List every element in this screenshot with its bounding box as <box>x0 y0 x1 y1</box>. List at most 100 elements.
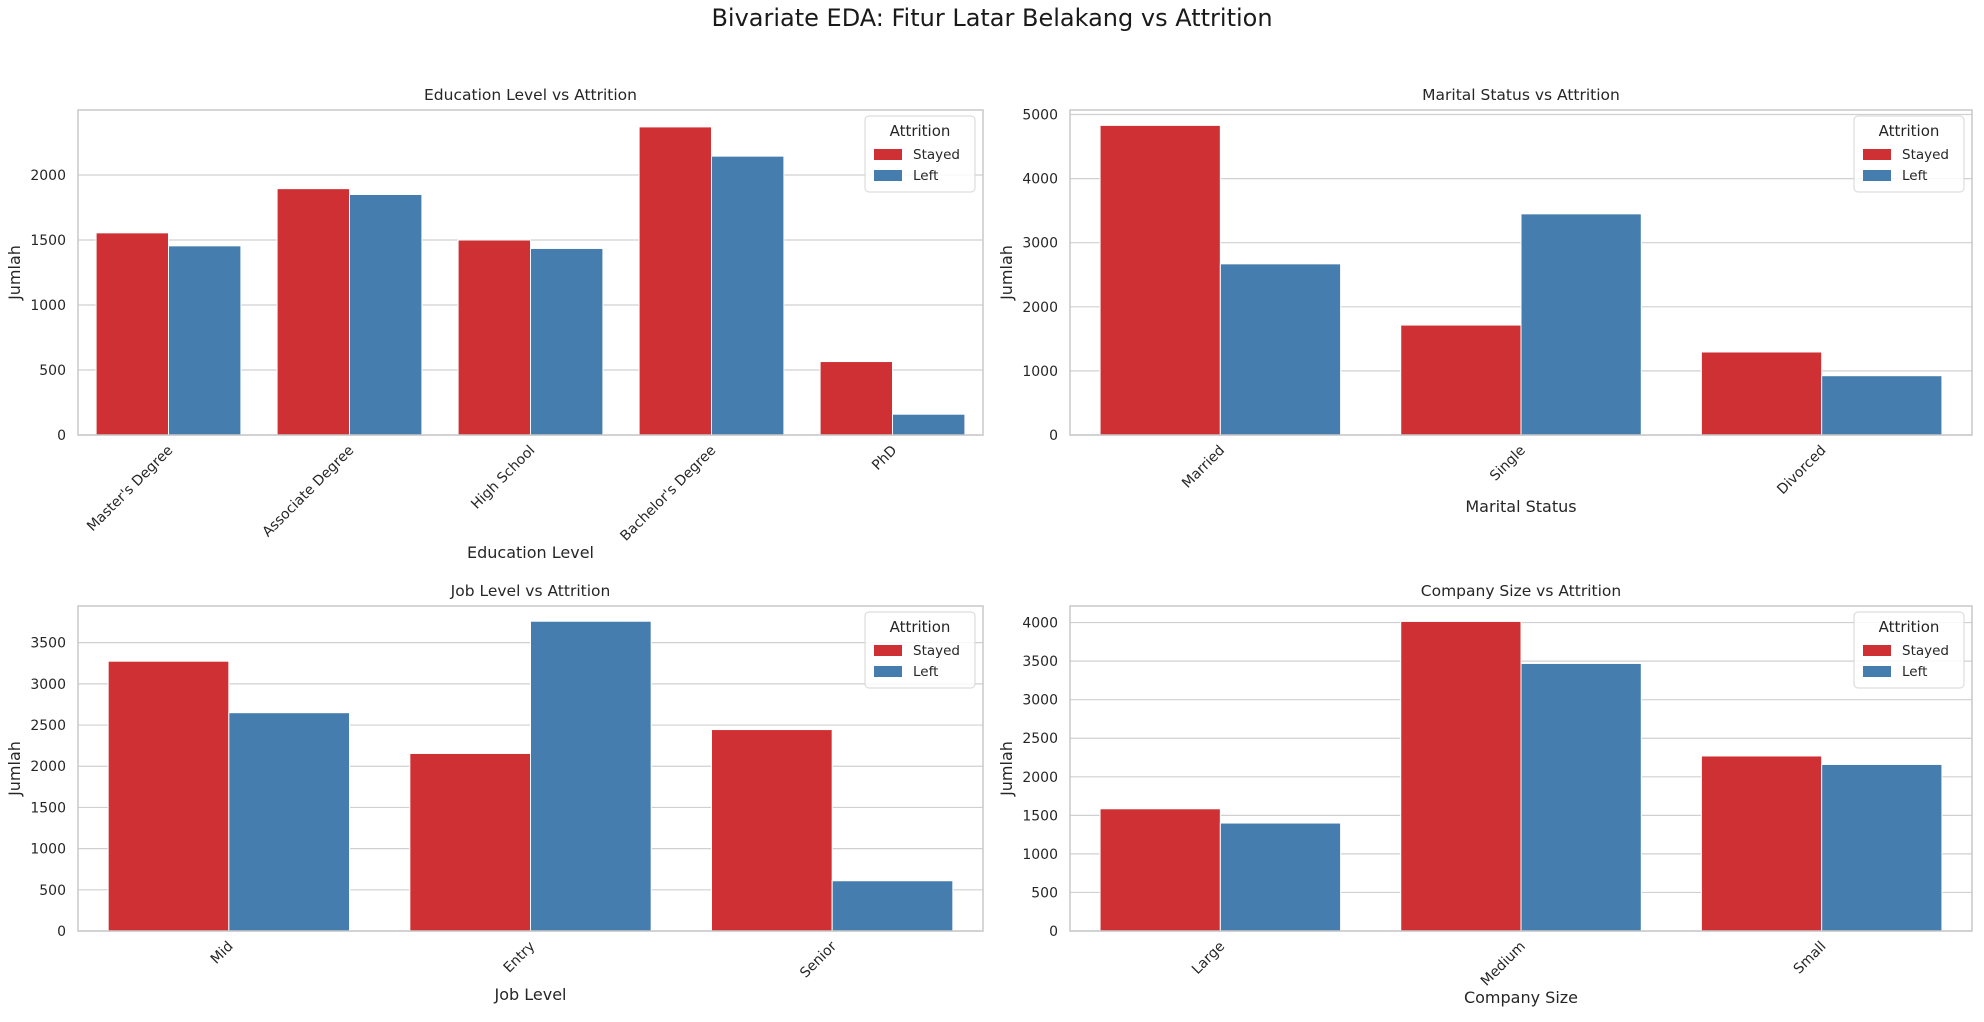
y-tick-label: 0 <box>57 924 66 940</box>
chart-title: Job Level vs Attrition <box>450 582 611 600</box>
x-tick-label: Medium <box>1478 939 1529 990</box>
legend-swatch-left <box>1863 170 1891 181</box>
legend-swatch-stayed <box>874 149 902 160</box>
y-tick-label: 1000 <box>30 842 66 858</box>
legend-swatch-stayed <box>1863 149 1891 160</box>
x-tick-label: Single <box>1487 443 1529 485</box>
chart-panel-4: 0 500 1000 1500 2000 2500 3000 3500 4000 Large Med… <box>997 582 1973 1007</box>
x-tick-label: Senior <box>797 938 840 981</box>
y-tick-label: 1000 <box>1022 364 1058 380</box>
x-tick-label: Mid <box>208 939 237 968</box>
bar-left-phd <box>892 413 966 436</box>
bar-stayed-associate-degree <box>276 188 351 436</box>
bar-stayed-master-s-degree <box>95 232 169 436</box>
x-tick-label: Divorced <box>1774 443 1829 498</box>
bar-left-divorced <box>1821 375 1943 436</box>
y-tick-label: 0 <box>1049 428 1058 444</box>
bar-stayed-high-school <box>457 239 532 436</box>
bar-stayed-phd <box>819 361 893 436</box>
bar-left-mid <box>228 712 350 932</box>
y-tick-label: 3000 <box>30 677 66 693</box>
legend-swatch-left <box>1863 666 1891 677</box>
legend-label-stayed: Stayed <box>1902 147 1949 163</box>
y-tick-label: 1500 <box>30 800 66 816</box>
y-axis-label: Jumlah <box>997 741 1016 797</box>
chart-title: Education Level vs Attrition <box>424 86 637 104</box>
x-axis-label: Education Level <box>467 543 594 562</box>
x-tick-label: PhD <box>869 443 900 474</box>
y-tick-label: 500 <box>1031 885 1058 901</box>
chart-panel-1: 0 500 1000 1500 2000 Master's Degree Associate… <box>5 86 984 562</box>
bar-stayed-small <box>1700 755 1823 932</box>
chart-panel-2: 0 1000 2000 3000 4000 5000 Married Single Divorc… <box>997 86 1973 516</box>
bar-left-married <box>1219 263 1342 436</box>
bar-stayed-large <box>1099 808 1221 932</box>
y-tick-label: 4000 <box>1022 172 1058 188</box>
axes-frame <box>77 605 984 932</box>
y-tick-label: 1500 <box>30 233 66 249</box>
legend-label-left: Left <box>1902 168 1927 184</box>
x-tick-label: Associate Degree <box>259 443 357 541</box>
bar-left-entry <box>530 620 652 932</box>
legend: Attrition Stayed Left <box>1853 115 1965 193</box>
legend-label-stayed: Stayed <box>913 147 960 163</box>
y-tick-label: 5000 <box>1022 107 1058 123</box>
legend-label-left: Left <box>1902 664 1927 680</box>
axes-frame <box>77 109 984 436</box>
bar-left-medium <box>1520 662 1642 932</box>
y-axis-label: Jumlah <box>5 245 24 301</box>
figure-title: Bivariate EDA: Fitur Latar Belakang vs A… <box>711 4 1273 32</box>
x-tick-label: High School <box>468 443 538 513</box>
x-axis-label: Company Size <box>1464 988 1578 1007</box>
legend-label-left: Left <box>913 664 938 680</box>
bar-left-bachelor-s-degree <box>711 155 785 436</box>
legend-swatch-left <box>874 170 902 181</box>
y-tick-label: 3000 <box>1022 236 1058 252</box>
bar-left-master-s-degree <box>168 245 242 436</box>
x-axis-label: Marital Status <box>1465 497 1576 516</box>
y-tick-label: 2000 <box>1022 300 1058 316</box>
legend-title: Attrition <box>1879 122 1940 140</box>
y-tick-label: 2500 <box>1022 731 1058 747</box>
chart-title: Marital Status vs Attrition <box>1422 86 1620 104</box>
bar-left-single <box>1520 213 1642 436</box>
y-tick-label: 0 <box>1049 924 1058 940</box>
y-axis-label: Jumlah <box>5 741 24 797</box>
x-tick-label: Master's Degree <box>84 443 176 535</box>
axes-frame <box>1069 605 1973 932</box>
bar-stayed-senior <box>711 729 833 932</box>
x-tick-label: Bachelor's Degree <box>617 443 719 545</box>
bar-stayed-medium <box>1400 620 1522 932</box>
legend-label-stayed: Stayed <box>1902 643 1949 659</box>
legend-swatch-stayed <box>1863 645 1891 656</box>
y-tick-label: 1000 <box>30 298 66 314</box>
bar-stayed-divorced <box>1700 351 1823 436</box>
y-tick-label: 2000 <box>30 168 66 184</box>
bar-stayed-married <box>1099 124 1221 436</box>
y-tick-label: 2000 <box>30 759 66 775</box>
y-tick-label: 3500 <box>30 636 66 652</box>
x-tick-label: Married <box>1179 443 1228 492</box>
bar-stayed-mid <box>107 660 230 932</box>
x-axis-label: Job Level <box>494 985 567 1004</box>
legend-title: Attrition <box>890 122 951 140</box>
y-axis-label: Jumlah <box>997 245 1016 301</box>
y-tick-label: 3500 <box>1022 654 1058 670</box>
legend: Attrition Stayed Left <box>1853 611 1965 689</box>
legend-label-left: Left <box>913 168 938 184</box>
legend-swatch-stayed <box>874 645 902 656</box>
chart-panel-3: 0 500 1000 1500 2000 2500 3000 3500 Mid Entry Seni… <box>5 582 984 1004</box>
bar-left-senior <box>831 880 954 932</box>
legend-title: Attrition <box>1879 618 1940 636</box>
bar-left-associate-degree <box>349 194 423 436</box>
x-tick-label: Large <box>1189 939 1228 978</box>
bar-stayed-entry <box>409 752 532 932</box>
legend: Attrition Stayed Left <box>864 611 976 689</box>
legend: Attrition Stayed Left <box>864 115 976 193</box>
chart-title: Company Size vs Attrition <box>1421 582 1621 600</box>
legend-label-stayed: Stayed <box>913 643 960 659</box>
axes-frame <box>1069 109 1973 436</box>
bar-left-high-school <box>530 247 604 436</box>
y-tick-label: 0 <box>57 428 66 444</box>
y-tick-label: 500 <box>39 363 66 379</box>
